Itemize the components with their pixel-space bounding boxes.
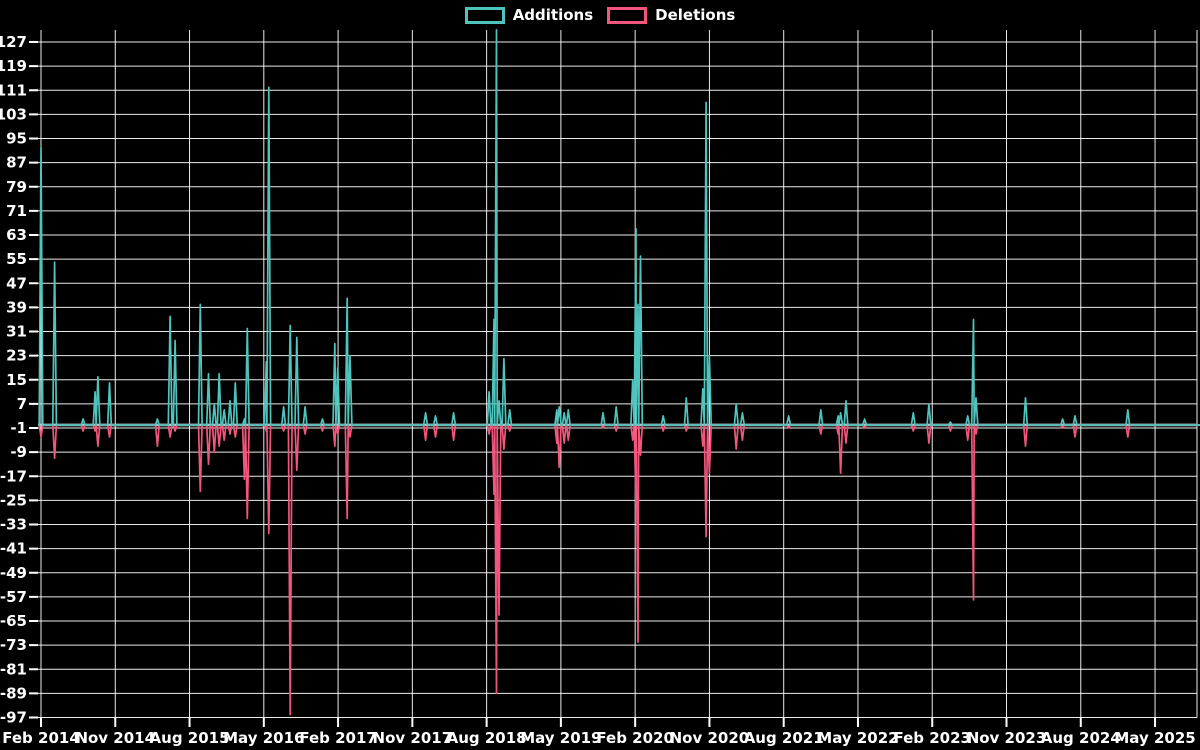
- y-tick-label: 55: [6, 250, 27, 268]
- y-tick-label: 103: [0, 105, 27, 123]
- y-tick-label: 119: [0, 57, 27, 75]
- y-tick-label: 87: [6, 154, 27, 172]
- legend-additions-label: Additions: [512, 6, 594, 24]
- x-tick-label: Nov 2023: [967, 729, 1047, 747]
- x-tick-label: May 2019: [520, 729, 601, 747]
- chart-legend: Additions Deletions: [0, 7, 1200, 24]
- additions-series-line: [38, 29, 1200, 426]
- y-tick-label: 23: [6, 347, 27, 365]
- y-tick-label: -65: [0, 612, 27, 630]
- x-tick-label: Aug 2018: [447, 729, 527, 747]
- legend-item-deletions[interactable]: Deletions: [607, 7, 735, 24]
- y-tick-label: -9: [10, 443, 27, 461]
- y-tick-label: 47: [6, 274, 27, 292]
- x-tick-label: Nov 2020: [670, 729, 750, 747]
- deletions-series-line: [38, 424, 1200, 716]
- y-tick-label: -57: [0, 588, 27, 606]
- y-tick-label: 31: [6, 323, 27, 341]
- y-tick-label: 63: [6, 226, 27, 244]
- y-tick-label: -81: [0, 660, 27, 678]
- y-tick-label: 127: [0, 33, 27, 51]
- x-tick-label: Nov 2014: [75, 729, 155, 747]
- x-tick-label: Feb 2014: [2, 729, 80, 747]
- additions-swatch-icon: [464, 7, 505, 24]
- y-tick-label: -89: [0, 684, 27, 702]
- y-tick-label: -49: [0, 564, 27, 582]
- x-tick-label: Aug 2021: [744, 729, 824, 747]
- y-tick-label: 95: [6, 130, 27, 148]
- y-tick-label: -41: [0, 540, 27, 558]
- x-tick-label: Aug 2015: [150, 729, 230, 747]
- y-tick-label: -33: [0, 516, 27, 534]
- y-tick-label: 111: [0, 81, 27, 99]
- legend-deletions-label: Deletions: [655, 6, 736, 24]
- x-tick-label: May 2022: [817, 729, 898, 747]
- legend-item-additions[interactable]: Additions: [464, 6, 594, 24]
- x-tick-label: Feb 2017: [299, 729, 377, 747]
- y-tick-label: 39: [6, 298, 27, 316]
- y-tick-label: -1: [10, 419, 27, 437]
- y-tick-label: 7: [17, 395, 27, 413]
- x-tick-label: Feb 2023: [893, 729, 971, 747]
- deletions-swatch-icon: [607, 7, 648, 24]
- x-tick-label: May 2016: [223, 729, 304, 747]
- y-tick-label: -25: [0, 491, 27, 509]
- x-tick-label: Feb 2020: [596, 729, 674, 747]
- x-tick-label: Nov 2017: [373, 729, 453, 747]
- y-tick-label: -73: [0, 636, 27, 654]
- y-tick-label: -17: [0, 467, 27, 485]
- x-tick-label: Aug 2024: [1041, 729, 1121, 747]
- y-tick-label: -97: [0, 709, 27, 727]
- y-tick-label: 15: [6, 371, 27, 389]
- y-tick-label: 71: [6, 202, 27, 220]
- y-tick-label: 79: [6, 178, 27, 196]
- x-tick-label: May 2025: [1114, 729, 1195, 747]
